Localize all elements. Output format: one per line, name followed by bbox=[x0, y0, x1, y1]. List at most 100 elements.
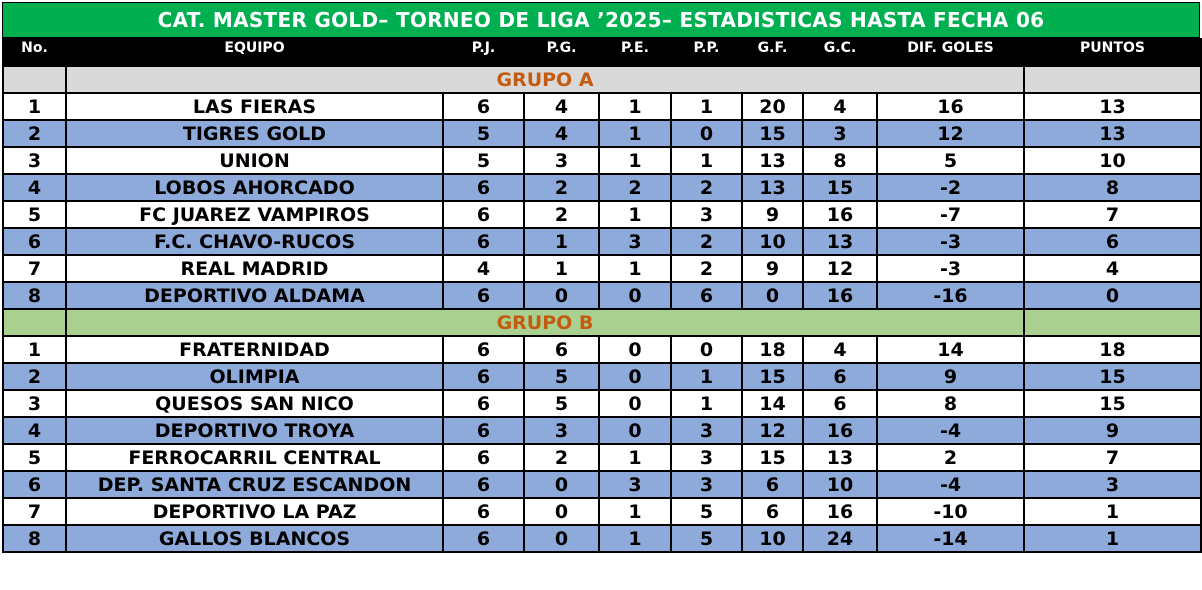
cell-gc: 8 bbox=[802, 146, 878, 175]
cell-no: 3 bbox=[2, 146, 67, 175]
cell-gc: 13 bbox=[802, 227, 878, 256]
cell-puntos: 15 bbox=[1023, 362, 1202, 391]
cell-gc: 16 bbox=[802, 416, 878, 445]
cell-gf: 10 bbox=[741, 227, 804, 256]
cell-dif-goles: 5 bbox=[876, 146, 1025, 175]
cell-gf: 14 bbox=[741, 389, 804, 418]
table-row: 2 OLIMPIA 6 5 0 1 15 6 9 15 bbox=[2, 362, 1202, 391]
cell-puntos: 1 bbox=[1023, 524, 1202, 553]
cell-pg: 1 bbox=[523, 254, 600, 283]
cell-puntos: 3 bbox=[1023, 470, 1202, 499]
cell-gc: 16 bbox=[802, 200, 878, 229]
cell-dif-goles: -16 bbox=[876, 281, 1025, 310]
cell-no: 1 bbox=[2, 92, 67, 121]
cell-pj: 6 bbox=[442, 200, 525, 229]
cell-puntos: 4 bbox=[1023, 254, 1202, 283]
cell-equipo: LAS FIERAS bbox=[65, 92, 444, 121]
cell-equipo: DEPORTIVO TROYA bbox=[65, 416, 444, 445]
table-row: 5 FC JUAREZ VAMPIROS 6 2 1 3 9 16 -7 7 bbox=[2, 200, 1202, 229]
cell-pg: 4 bbox=[523, 92, 600, 121]
cell-pj: 6 bbox=[442, 281, 525, 310]
cell-pg: 4 bbox=[523, 119, 600, 148]
cell-pp: 3 bbox=[670, 470, 743, 499]
cell-pp: 2 bbox=[670, 254, 743, 283]
cell-gf: 0 bbox=[741, 281, 804, 310]
cell-pj: 5 bbox=[442, 146, 525, 175]
cell-pj: 6 bbox=[442, 227, 525, 256]
cell-pg: 2 bbox=[523, 173, 600, 202]
group-header-row: GRUPO A bbox=[2, 65, 1202, 94]
cell-gf: 6 bbox=[741, 470, 804, 499]
cell-no: 3 bbox=[2, 389, 67, 418]
cell-pe: 1 bbox=[598, 119, 672, 148]
group-spacer bbox=[2, 65, 67, 94]
cell-pg: 0 bbox=[523, 470, 600, 499]
cell-equipo: UNION bbox=[65, 146, 444, 175]
cell-pe: 3 bbox=[598, 227, 672, 256]
cell-pp: 3 bbox=[670, 416, 743, 445]
cell-pp: 6 bbox=[670, 281, 743, 310]
cell-gc: 4 bbox=[802, 92, 878, 121]
cell-puntos: 9 bbox=[1023, 416, 1202, 445]
table-row: 2 TIGRES GOLD 5 4 1 0 15 3 12 13 bbox=[2, 119, 1202, 148]
header-dif-goles: DIF. GOLES bbox=[876, 38, 1025, 67]
header-no: No. bbox=[2, 38, 67, 67]
cell-gf: 15 bbox=[741, 362, 804, 391]
cell-pp: 2 bbox=[670, 173, 743, 202]
header-pp: P.P. bbox=[670, 38, 743, 67]
cell-dif-goles: -3 bbox=[876, 227, 1025, 256]
cell-pe: 1 bbox=[598, 146, 672, 175]
table-row: 8 GALLOS BLANCOS 6 0 1 5 10 24 -14 1 bbox=[2, 524, 1202, 553]
cell-gc: 6 bbox=[802, 362, 878, 391]
cell-equipo: DEP. SANTA CRUZ ESCANDON bbox=[65, 470, 444, 499]
cell-pj: 4 bbox=[442, 254, 525, 283]
cell-pj: 6 bbox=[442, 416, 525, 445]
cell-pp: 0 bbox=[670, 335, 743, 364]
cell-gc: 15 bbox=[802, 173, 878, 202]
cell-pg: 1 bbox=[523, 227, 600, 256]
cell-equipo: REAL MADRID bbox=[65, 254, 444, 283]
cell-no: 1 bbox=[2, 335, 67, 364]
cell-no: 2 bbox=[2, 119, 67, 148]
cell-pj: 6 bbox=[442, 92, 525, 121]
header-gf: G.F. bbox=[741, 38, 804, 67]
cell-dif-goles: 12 bbox=[876, 119, 1025, 148]
cell-pe: 1 bbox=[598, 524, 672, 553]
cell-pe: 3 bbox=[598, 470, 672, 499]
cell-pp: 1 bbox=[670, 146, 743, 175]
cell-puntos: 7 bbox=[1023, 443, 1202, 472]
cell-puntos: 13 bbox=[1023, 119, 1202, 148]
cell-pg: 5 bbox=[523, 389, 600, 418]
cell-pp: 1 bbox=[670, 389, 743, 418]
cell-no: 8 bbox=[2, 524, 67, 553]
cell-pg: 2 bbox=[523, 443, 600, 472]
table-row: 7 REAL MADRID 4 1 1 2 9 12 -3 4 bbox=[2, 254, 1202, 283]
cell-dif-goles: 16 bbox=[876, 92, 1025, 121]
cell-pe: 0 bbox=[598, 281, 672, 310]
cell-pe: 1 bbox=[598, 254, 672, 283]
cell-no: 4 bbox=[2, 416, 67, 445]
cell-equipo: DEPORTIVO ALDAMA bbox=[65, 281, 444, 310]
cell-dif-goles: -4 bbox=[876, 470, 1025, 499]
standings-table: No. EQUIPO P.J. P.G. P.E. P.P. G.F. G.C.… bbox=[2, 38, 1202, 553]
cell-pe: 1 bbox=[598, 92, 672, 121]
cell-dif-goles: -7 bbox=[876, 200, 1025, 229]
cell-puntos: 7 bbox=[1023, 200, 1202, 229]
table-row: 4 DEPORTIVO TROYA 6 3 0 3 12 16 -4 9 bbox=[2, 416, 1202, 445]
cell-pj: 5 bbox=[442, 119, 525, 148]
cell-gc: 4 bbox=[802, 335, 878, 364]
group-label: GRUPO B bbox=[65, 308, 1025, 337]
group-spacer bbox=[1023, 308, 1202, 337]
cell-no: 5 bbox=[2, 200, 67, 229]
table-row: 3 UNION 5 3 1 1 13 8 5 10 bbox=[2, 146, 1202, 175]
cell-gf: 13 bbox=[741, 146, 804, 175]
table-row: 6 F.C. CHAVO-RUCOS 6 1 3 2 10 13 -3 6 bbox=[2, 227, 1202, 256]
cell-pp: 0 bbox=[670, 119, 743, 148]
table-row: 7 DEPORTIVO LA PAZ 6 0 1 5 6 16 -10 1 bbox=[2, 497, 1202, 526]
cell-gf: 15 bbox=[741, 119, 804, 148]
cell-gf: 10 bbox=[741, 524, 804, 553]
group-spacer bbox=[1023, 65, 1202, 94]
table-body: GRUPO A 1 LAS FIERAS 6 4 1 1 20 4 16 13 2 TIGRES GOL… bbox=[2, 65, 1202, 553]
cell-dif-goles: -14 bbox=[876, 524, 1025, 553]
